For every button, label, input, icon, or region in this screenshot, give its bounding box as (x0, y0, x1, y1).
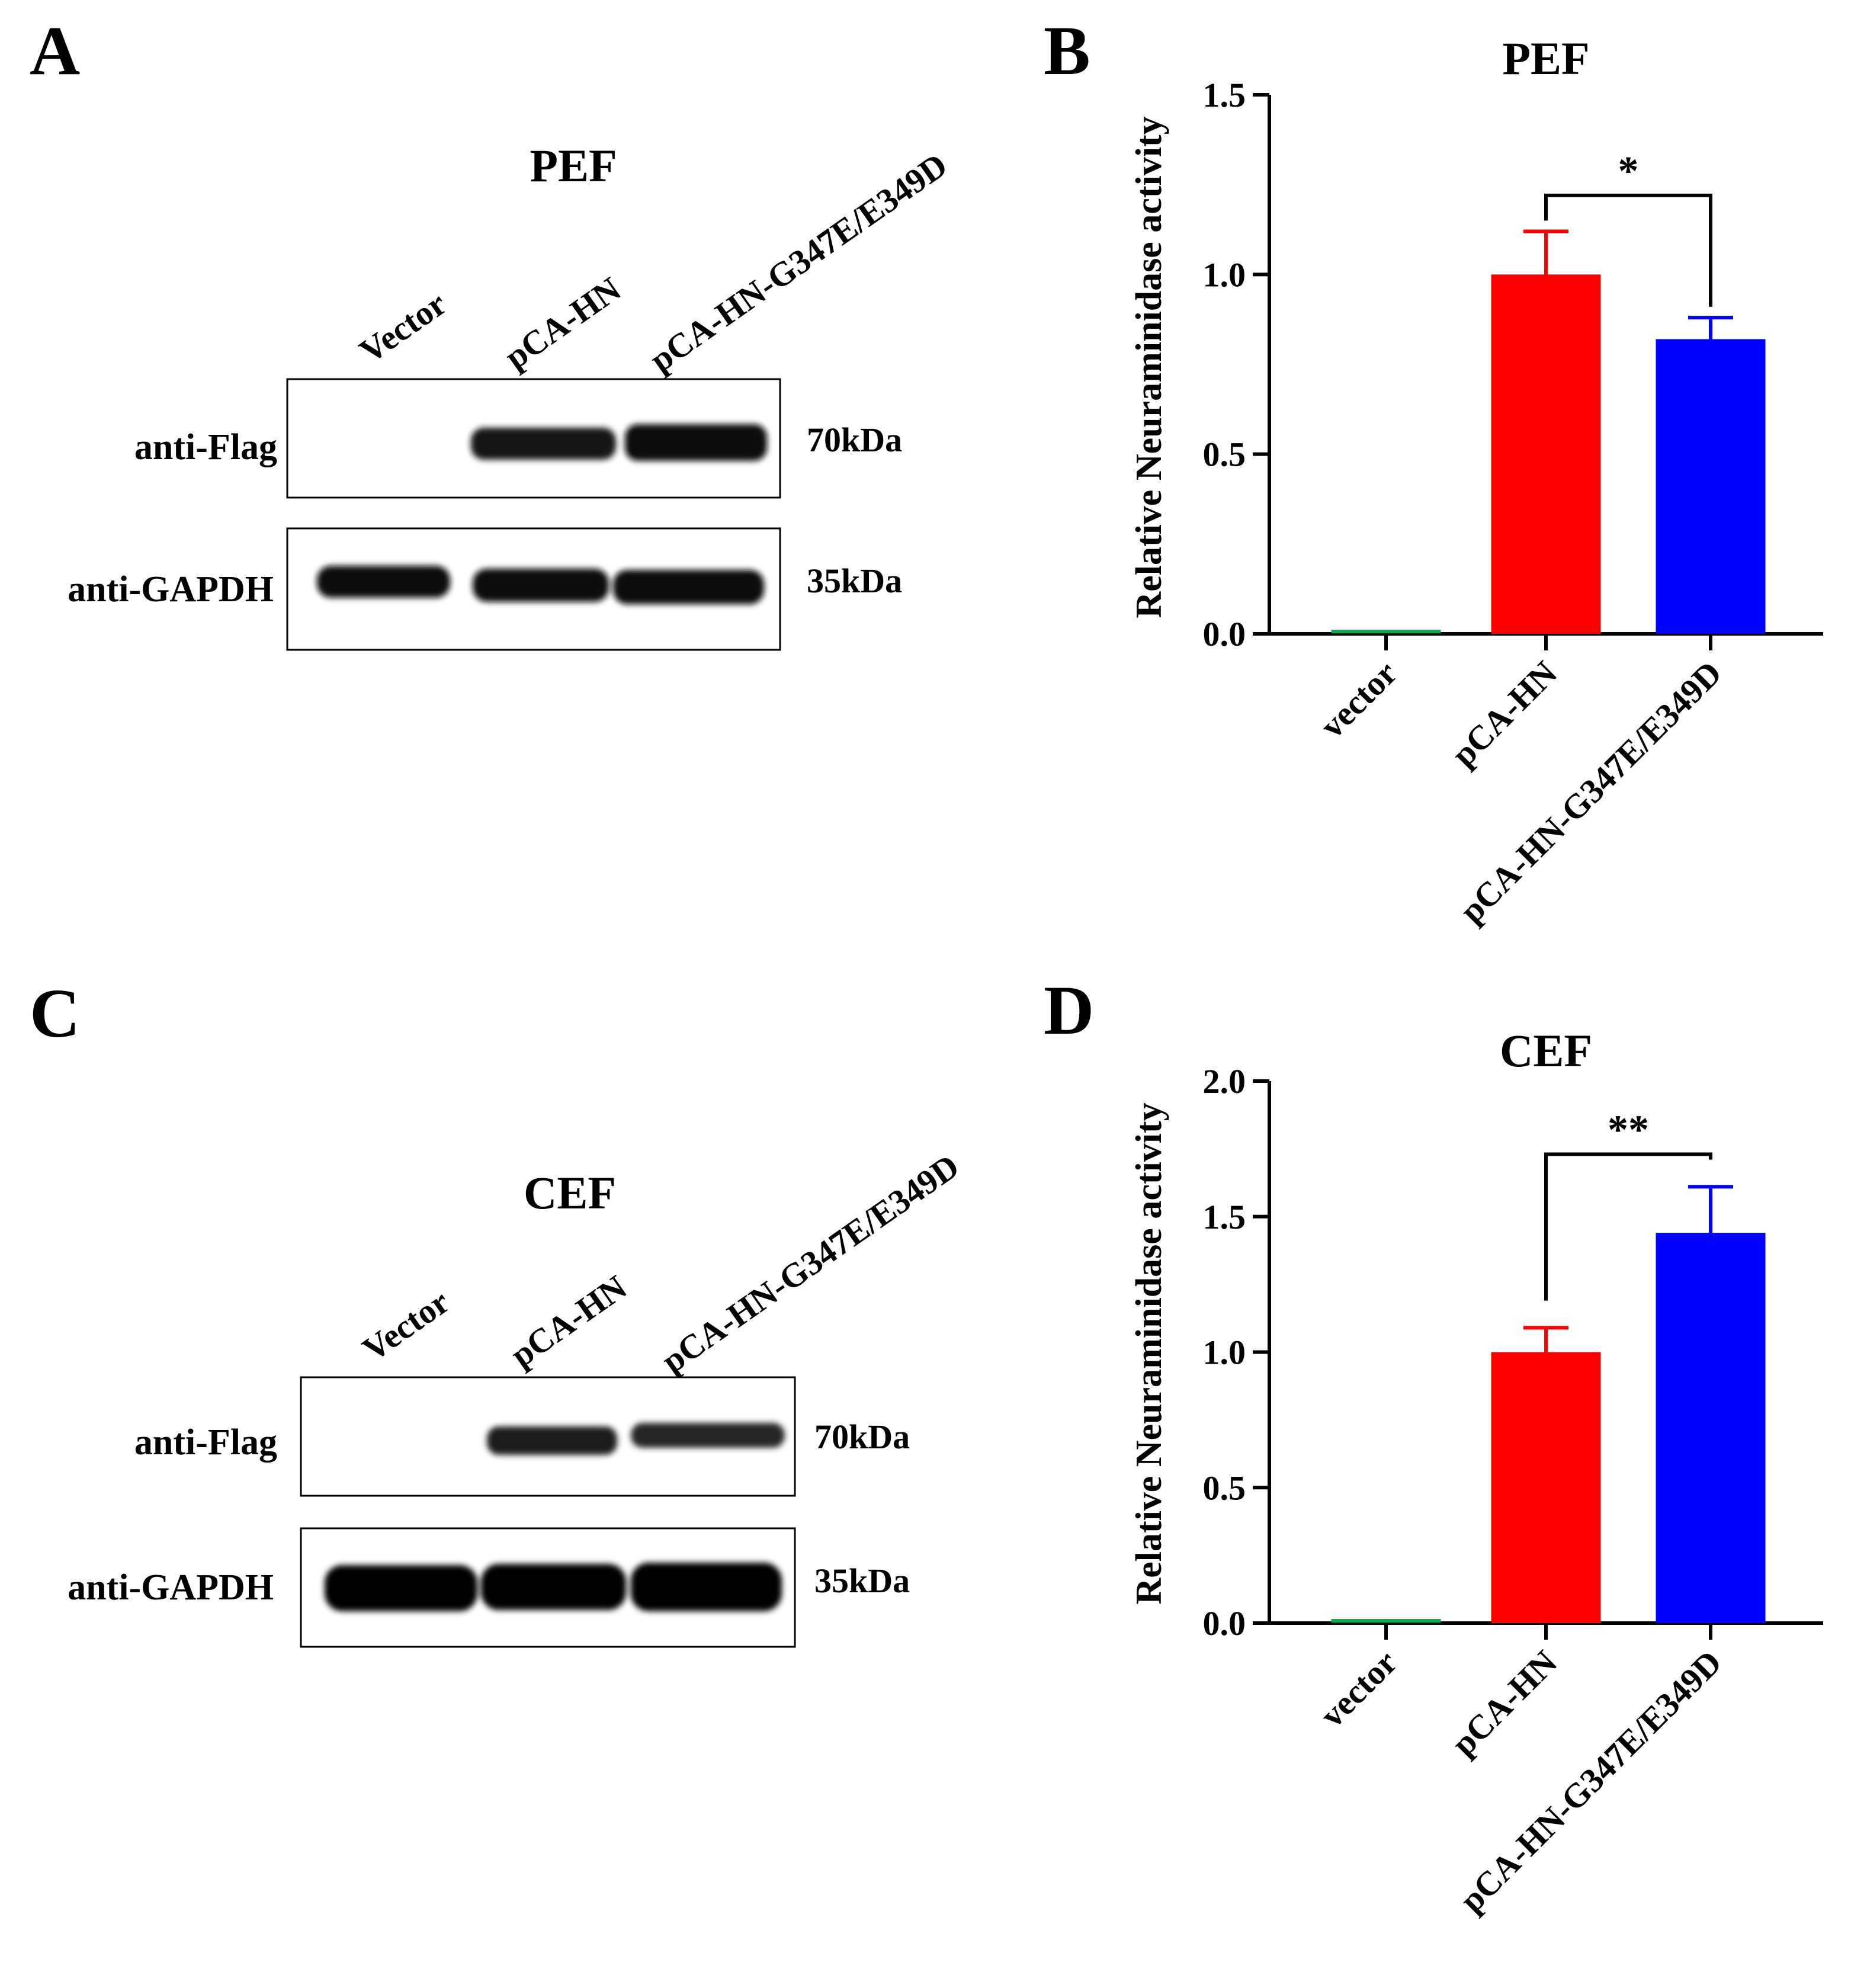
bar-pca-hn-g347e-e349d (1656, 339, 1766, 634)
band-flag-pca-hn (471, 428, 616, 460)
y-tick-label: 0.5 (1203, 435, 1246, 474)
band-flag-pca-hn-mutant (625, 424, 767, 461)
bar-pca-hn-g347e-e349d (1656, 1233, 1766, 1623)
blot-bands-anti-gapdh (317, 566, 764, 604)
y-tick-label: 0.0 (1203, 1604, 1246, 1643)
blot-title-pef: PEF (530, 140, 617, 191)
y-tick-label: 1.5 (1203, 1198, 1246, 1236)
y-tick-label: 0.0 (1203, 615, 1246, 653)
panel-c: C CEF Vector pCA-HN pCA-HN-G347E/E349D a… (30, 974, 966, 1648)
significance-bracket (1544, 1152, 1712, 1301)
x-tick-label: vector (1313, 1643, 1404, 1734)
x-tick-label: vector (1313, 653, 1404, 745)
significance-bracket (1544, 193, 1712, 307)
lane-label-vector: Vector (352, 284, 453, 370)
panel-letter-a: A (30, 12, 80, 89)
y-tick-label: 1.5 (1203, 76, 1246, 114)
blot-bands-anti-flag (471, 424, 767, 461)
blot-bands-anti-gapdh-c (325, 1563, 782, 1611)
x-tick-label: pCA-HN (1444, 653, 1564, 774)
x-tick-label: pCA-HN-G347E/E349D (1452, 1643, 1730, 1920)
y-tick-label: 1.0 (1203, 255, 1246, 294)
y-axis-label-d: Relative Neuraminidase activity (1129, 1102, 1169, 1604)
y-tick-label: 2.0 (1203, 1062, 1246, 1101)
blot-title-cef: CEF (524, 1167, 616, 1219)
lane-label-vector-c: Vector (355, 1282, 456, 1368)
blot-size-70kda: 70kDa (807, 421, 902, 459)
band-gapdh-c-pca-hn-mutant (631, 1563, 782, 1611)
band-gapdh-c-vector (325, 1565, 477, 1611)
lane-label-pca-hn-mutant-c: pCA-HN-G347E/E349D (655, 1146, 966, 1380)
chart-title-cef: CEF (1500, 1025, 1592, 1076)
y-tick-label: 1.0 (1203, 1333, 1246, 1372)
bar-chart-cef: 0.0 0.5 1.0 1.5 2.0 vector pCA-HNpCA-HN-G347E/… (1203, 1062, 1823, 1920)
band-gapdh-pca-hn-mutant (613, 570, 764, 604)
significance-marker: ** (1608, 1108, 1649, 1153)
y-axis-label-b: Relative Neuraminidase activity (1129, 116, 1169, 618)
band-flag-c-pca-hn (487, 1426, 617, 1455)
lane-label-pca-hn-mutant: pCA-HN-G347E/E349D (643, 145, 954, 379)
panel-b: B PEF Relative Neuraminidase activity 0.… (1044, 12, 1823, 931)
x-tick-label: pCA-HN (1444, 1643, 1564, 1763)
blot-label-anti-flag-c: anti-Flag (134, 1422, 277, 1463)
blot-label-anti-gapdh-c: anti-GAPDH (68, 1567, 274, 1608)
band-gapdh-vector (317, 566, 450, 598)
bar-pca-hn (1491, 1352, 1601, 1623)
chart-title-pef: PEF (1502, 33, 1589, 84)
panel-d: D CEF Relative Neuraminidase activity 0.… (1044, 971, 1823, 1920)
blot-label-anti-gapdh: anti-GAPDH (68, 569, 274, 610)
blot-size-70kda-c: 70kDa (814, 1418, 910, 1456)
x-tick-label: pCA-HN-G347E/E349D (1452, 653, 1730, 931)
panel-letter-b: B (1044, 12, 1090, 89)
panel-letter-d: D (1044, 971, 1094, 1049)
bar-chart-pef: 0.0 0.5 1.0 1.5 vector pCA-HNpCA-HN-G347E/E34… (1203, 76, 1823, 931)
band-flag-c-pca-hn-mutant (631, 1423, 785, 1448)
y-tick-label: 0.5 (1203, 1468, 1246, 1507)
significance-marker: * (1618, 149, 1639, 194)
lane-label-pca-hn: pCA-HN (498, 270, 628, 377)
band-gapdh-pca-hn (473, 569, 609, 602)
bar-pca-hn (1491, 274, 1601, 634)
panel-letter-c: C (30, 974, 80, 1052)
blot-size-35kda-c: 35kDa (814, 1561, 910, 1600)
band-gapdh-c-pca-hn (481, 1564, 626, 1610)
panel-a: A PEF Vector pCA-HN pCA-HN-G347E/E349D a… (30, 12, 954, 651)
blot-size-35kda: 35kDa (807, 562, 902, 600)
blot-label-anti-flag: anti-Flag (134, 427, 277, 467)
lane-label-pca-hn-c: pCA-HN (503, 1268, 634, 1375)
blot-bands-anti-flag-c (487, 1423, 785, 1455)
